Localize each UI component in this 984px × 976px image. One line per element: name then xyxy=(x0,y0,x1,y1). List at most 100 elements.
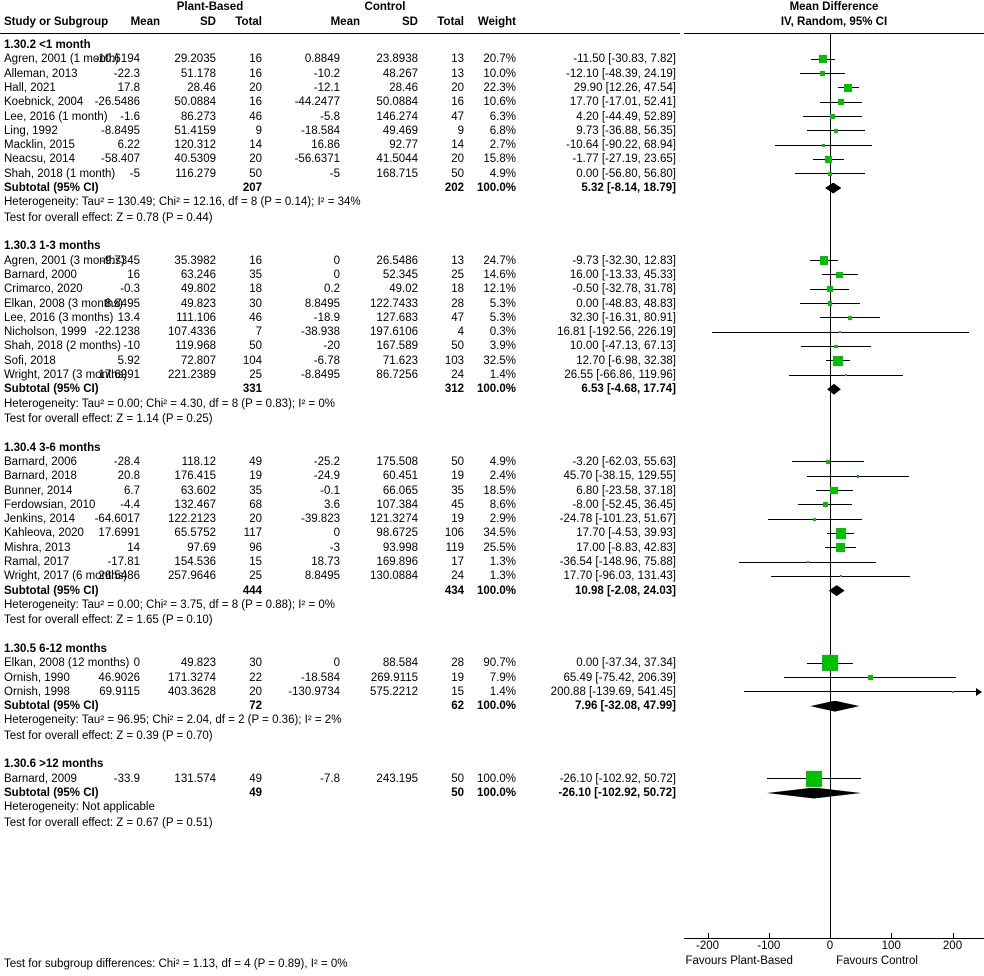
effect-marker xyxy=(952,690,955,693)
plot-row-subtotal xyxy=(684,699,984,713)
cell-tot1: 96 xyxy=(249,541,262,554)
effect-marker xyxy=(822,502,828,508)
cell-wt: 3.9% xyxy=(489,340,516,353)
effect-marker xyxy=(856,474,860,478)
effect-marker xyxy=(836,271,844,279)
cell-ci: 17.70 [-4.53, 39.93] xyxy=(576,527,676,540)
cell-mean1: 17.6991 xyxy=(98,527,140,540)
cell-wt: 12.1% xyxy=(483,283,516,296)
subtotal-row: Subtotal (95% CI) 207 202 100.0% 5.32 [-8.14… xyxy=(0,181,680,195)
cell-mean1: 14 xyxy=(127,541,140,554)
cell-wt: 34.5% xyxy=(483,527,516,540)
subgroup-differences-text: Test for subgroup differences: Chi² = 1.… xyxy=(4,958,348,970)
cell-wt: 100.0% xyxy=(476,383,516,396)
study-label: Bunner, 2014 xyxy=(4,484,73,497)
cell-tot2: 103 xyxy=(444,354,464,367)
cell-sd1: 257.9646 xyxy=(168,570,216,583)
cell-ci: 45.70 [-38.15, 129.55] xyxy=(563,470,676,483)
cell-tot2: 62 xyxy=(451,700,464,713)
plot-row xyxy=(684,52,984,66)
cell-ci: -3.20 [-62.03, 55.63] xyxy=(572,455,676,468)
table-row: Lee, 2016 (1 month) -1.6 86.273 46 -5.8 146.2… xyxy=(0,110,680,124)
cell-wt: 4.9% xyxy=(489,167,516,180)
effect-marker xyxy=(835,528,846,539)
study-label: Ling, 1992 xyxy=(4,124,58,137)
plot-row xyxy=(684,671,984,685)
cell-tot1: 35 xyxy=(249,484,262,497)
plot-row-subtotal xyxy=(684,786,984,800)
study-label: 1.30.6 >12 months xyxy=(4,758,104,771)
cell-tot1: 50 xyxy=(249,167,262,180)
cell-mean2: -25.2 xyxy=(313,455,340,468)
effect-marker xyxy=(826,459,830,464)
study-label: Subtotal (95% CI) xyxy=(4,787,99,799)
cell-tot2: 35 xyxy=(451,484,464,497)
plot-row xyxy=(684,268,984,282)
cell-ci: 17.00 [-8.83, 42.83] xyxy=(576,541,676,554)
cell-mean1: 17.6991 xyxy=(98,369,140,381)
effect-marker xyxy=(830,486,838,495)
study-label: Sofi, 2018 xyxy=(4,354,56,367)
cell-mean1: -28.4 xyxy=(113,455,140,468)
cell-ci: -0.50 [-32.78, 31.78] xyxy=(572,283,676,296)
study-label: Shah, 2018 (1 month) xyxy=(4,167,116,180)
cell-sd1: 97.69 xyxy=(187,541,216,554)
plot-row xyxy=(684,282,984,296)
overall-effect-text: Test for overall effect: Z = 0.67 (P = 0… xyxy=(4,816,213,829)
cell-tot2: 50 xyxy=(451,340,464,353)
overall-effect-text: Test for overall effect: Z = 0.78 (P = 0… xyxy=(4,211,213,224)
cell-tot2: 50 xyxy=(451,787,464,799)
summary-diamond xyxy=(828,585,845,597)
axis-tick xyxy=(768,933,770,939)
cell-mean1: 17.8 xyxy=(117,81,140,94)
cell-mean2: -5.8 xyxy=(320,110,340,123)
plot-row xyxy=(684,469,984,483)
cell-tot1: 30 xyxy=(249,657,262,670)
cell-tot1: 20 xyxy=(249,81,262,94)
cell-mean1: -22.3 xyxy=(113,67,140,80)
cell-tot1: 35 xyxy=(249,268,262,281)
table-row: Ramal, 2017 -17.81 154.536 15 18.73 169.896 17… xyxy=(0,555,680,569)
effect-marker xyxy=(867,675,873,680)
study-label: Shah, 2018 (2 months) xyxy=(4,340,121,353)
cell-mean2: -7.8 xyxy=(320,772,340,785)
cell-wt: 20.7% xyxy=(483,53,516,66)
study-label: Koebnick, 2004 xyxy=(4,96,84,109)
plot-row xyxy=(684,498,984,512)
heterogeneity-text: Heterogeneity: Tau² = 0.00; Chi² = 3.75,… xyxy=(4,598,336,611)
cell-sd2: 130.0884 xyxy=(370,570,418,583)
cell-tot2: 20 xyxy=(451,153,464,166)
study-label: Alleman, 2013 xyxy=(4,67,78,80)
study-label: 1.30.5 6-12 months xyxy=(4,642,107,655)
cell-ci: 65.49 [-75.42, 206.39] xyxy=(563,671,676,684)
cell-wt: 5.3% xyxy=(489,297,516,310)
cell-sd1: 49.802 xyxy=(180,283,216,296)
cell-ci: 16.81 [-192.56, 226.19] xyxy=(557,326,676,339)
cell-ci: 17.70 [-96.03, 131.43] xyxy=(563,570,676,583)
cell-ci: 17.70 [-17.01, 52.41] xyxy=(569,96,676,109)
cell-tot1: 46 xyxy=(249,311,262,324)
cell-wt: 14.6% xyxy=(483,268,516,281)
cell-wt: 32.5% xyxy=(483,354,516,367)
plot-row xyxy=(684,555,984,569)
cell-sd1: 50.0884 xyxy=(174,96,216,109)
study-label: Elkan, 2008 (3 months) xyxy=(4,297,123,310)
header-rule-left xyxy=(0,33,680,34)
cell-sd2: 23.8938 xyxy=(376,53,418,66)
table-header: Plant-Based Control Mean Difference IV, … xyxy=(0,0,984,36)
study-label: 1.30.2 <1 month xyxy=(4,39,91,51)
cell-mean2: -56.6371 xyxy=(294,153,340,166)
cell-sd1: 116.279 xyxy=(175,167,216,180)
study-label: Hall, 2021 xyxy=(4,81,56,94)
study-label: 1.30.4 3-6 months xyxy=(4,441,101,454)
axis-tick-label: 100 xyxy=(881,940,901,952)
effect-marker xyxy=(832,355,843,366)
cell-wt: 22.3% xyxy=(483,81,516,94)
cell-wt: 10.0% xyxy=(483,67,516,80)
col-head-weight: Weight xyxy=(477,16,516,28)
overall-effect-text: Test for overall effect: Z = 1.65 (P = 0… xyxy=(4,614,213,627)
table-row: Elkan, 2008 (3 months) 8.8495 49.823 30 8.84… xyxy=(0,297,680,311)
study-label: Subtotal (95% CI) xyxy=(4,182,99,194)
cell-sd1: 63.246 xyxy=(180,268,216,281)
cell-mean1: -9.7345 xyxy=(100,254,140,267)
